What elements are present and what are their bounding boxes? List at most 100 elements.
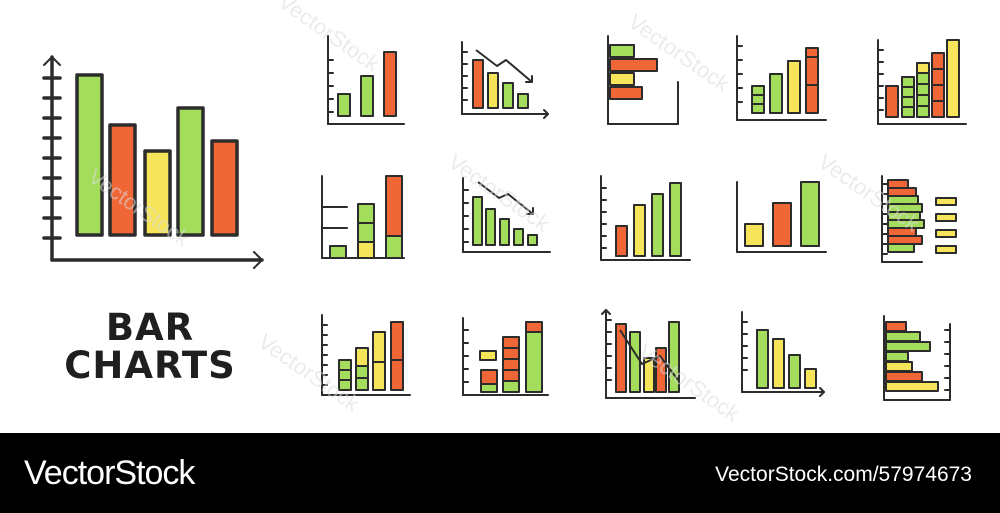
bar xyxy=(472,59,484,109)
bar xyxy=(805,47,819,58)
bar xyxy=(931,52,945,70)
bar xyxy=(643,357,655,393)
bar xyxy=(390,359,404,391)
bar xyxy=(609,86,643,100)
bar xyxy=(751,94,765,105)
bar xyxy=(916,62,930,74)
bar xyxy=(885,321,907,332)
bar xyxy=(383,51,397,117)
bar xyxy=(615,323,627,393)
bar xyxy=(338,359,352,371)
bar xyxy=(805,84,819,114)
bar xyxy=(517,93,529,109)
stacked-bar-chart-rising-icon xyxy=(736,35,827,121)
bar xyxy=(916,83,930,96)
bar xyxy=(480,369,498,385)
bar xyxy=(502,369,520,382)
bar xyxy=(946,39,960,118)
bar xyxy=(337,93,351,117)
bar xyxy=(887,235,923,245)
footer-bar: VectorStock VectorStock.com/57974673 xyxy=(0,433,1000,513)
bar xyxy=(744,223,764,247)
title-line-2: CHARTS xyxy=(64,344,236,387)
bar xyxy=(935,245,957,254)
bar xyxy=(502,336,520,349)
bar xyxy=(355,377,369,391)
bar xyxy=(756,329,769,389)
bar xyxy=(935,213,957,222)
bar xyxy=(357,241,375,259)
trend-line xyxy=(477,181,534,215)
bar-chart-declining-icon xyxy=(741,311,825,397)
bar xyxy=(935,197,957,206)
bar xyxy=(360,75,374,117)
bar xyxy=(787,60,801,114)
arrow-head xyxy=(543,109,549,119)
bar xyxy=(887,243,915,253)
stacked-bar-chart-5-icon xyxy=(877,39,967,125)
bar xyxy=(609,44,635,58)
bar xyxy=(502,347,520,360)
stacked-bar-chart-4-icon xyxy=(321,314,411,396)
bar xyxy=(355,365,369,379)
bar xyxy=(502,358,520,371)
bar xyxy=(901,96,915,108)
bar xyxy=(885,381,939,392)
bar xyxy=(479,350,497,361)
bar xyxy=(499,218,510,246)
bar xyxy=(887,179,909,189)
bar xyxy=(772,202,792,247)
arrow-head xyxy=(526,207,534,215)
bar xyxy=(525,331,543,393)
bar xyxy=(525,321,543,333)
bar xyxy=(75,73,104,237)
bar xyxy=(901,76,915,88)
bar xyxy=(487,72,499,109)
bar xyxy=(210,139,239,237)
bar xyxy=(390,321,404,361)
bar-chart-declining-arrow-small-icon xyxy=(462,177,551,253)
bar xyxy=(355,347,369,367)
bar-chart-rising-4-icon xyxy=(600,175,691,261)
bar xyxy=(480,383,498,393)
bar xyxy=(669,182,682,257)
bar xyxy=(655,347,667,393)
stacked-bar-chart-3-levels-icon xyxy=(321,175,405,259)
arrow-head xyxy=(819,387,825,397)
bar xyxy=(804,368,817,389)
bar xyxy=(527,234,538,246)
bar xyxy=(143,149,172,237)
bar xyxy=(108,123,137,237)
title-line-1: BAR xyxy=(105,306,195,349)
icon-grid xyxy=(42,35,967,401)
asset-id: VectorStock.com/57974673 xyxy=(715,463,972,486)
bar xyxy=(502,82,514,109)
bar xyxy=(916,105,930,118)
bar xyxy=(513,228,524,246)
bar xyxy=(885,331,921,342)
bar xyxy=(633,204,646,257)
bar xyxy=(769,73,783,114)
bar-chart-rising-3-icon xyxy=(327,35,405,125)
bar-chart-3-bars-icon xyxy=(736,181,827,253)
bar xyxy=(885,371,923,382)
brand-logo-text: VectorStock xyxy=(24,454,195,492)
bar xyxy=(615,225,628,257)
horizontal-stacked-legend-icon xyxy=(881,175,957,263)
bar xyxy=(751,85,765,96)
bar xyxy=(885,351,909,362)
bar xyxy=(931,68,945,86)
bar xyxy=(901,86,915,98)
bar xyxy=(385,235,403,259)
bar xyxy=(800,181,820,247)
bar xyxy=(372,361,386,391)
bar xyxy=(931,100,945,118)
bar xyxy=(472,196,483,246)
bar xyxy=(885,85,899,118)
bar xyxy=(935,229,957,238)
bar xyxy=(329,245,347,259)
bar xyxy=(385,175,403,237)
bar xyxy=(502,380,520,393)
bar xyxy=(357,203,375,224)
bar xyxy=(357,222,375,243)
